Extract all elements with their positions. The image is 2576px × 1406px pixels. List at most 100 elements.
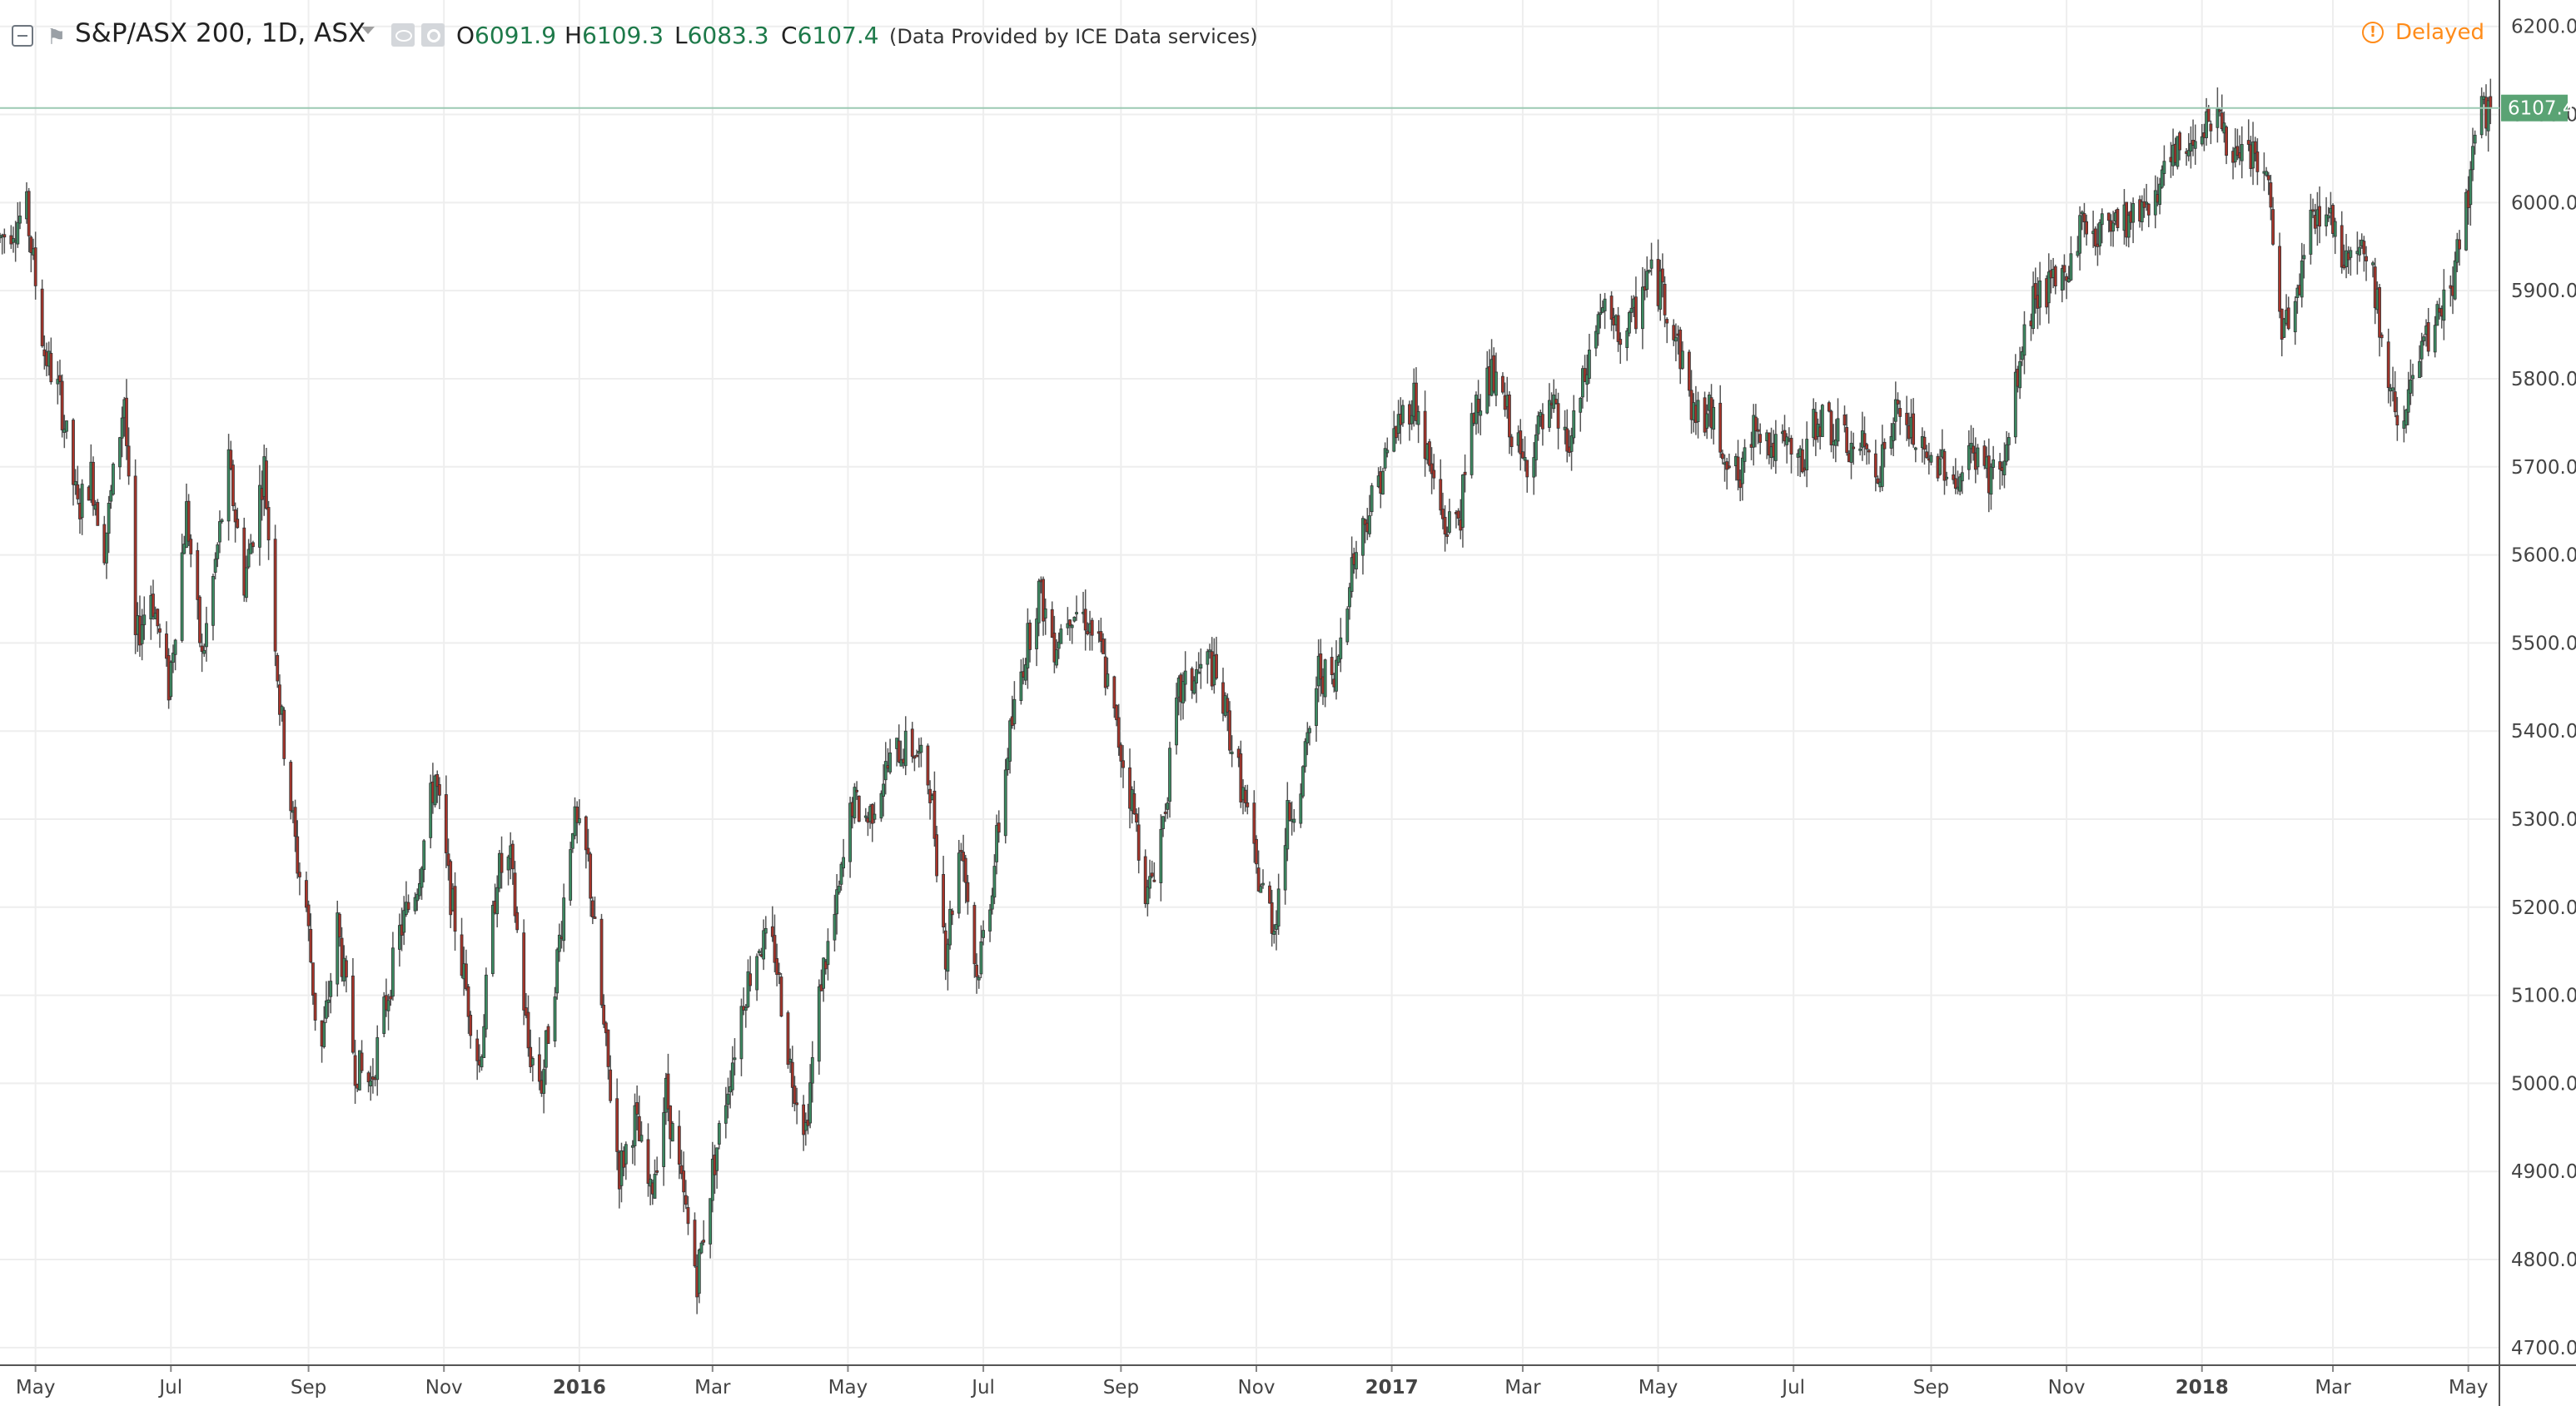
- candle-down: [1727, 465, 1731, 469]
- low-label: L: [674, 22, 688, 49]
- candle-up: [1945, 476, 1949, 479]
- x-tick-label: Mar: [694, 1377, 731, 1399]
- x-tick-label: May: [2449, 1377, 2489, 1399]
- candle-down: [1243, 789, 1247, 803]
- candle-up: [1645, 271, 1649, 291]
- candle-down: [1103, 656, 1107, 688]
- candle-up: [1059, 628, 1063, 644]
- candle-up: [413, 897, 417, 912]
- delayed-status[interactable]: ! Delayed: [2361, 20, 2484, 45]
- x-tick-label: Nov: [1238, 1377, 1276, 1399]
- candle-down: [296, 836, 300, 874]
- candle-up: [2038, 281, 2042, 308]
- last-price-label: 6107.4: [2508, 98, 2574, 120]
- candle-up: [1361, 518, 1365, 556]
- candle-up: [1192, 680, 1196, 694]
- candle-down: [635, 1102, 639, 1115]
- candle-up: [763, 927, 768, 934]
- candle-down: [2053, 266, 2057, 286]
- candle-down: [748, 973, 753, 986]
- time-axis[interactable]: May Jul Sep Nov 2016 Mar May Jul Sep Nov 2017 Mar Ma…: [0, 1364, 2576, 1399]
- price-axis[interactable]: 4700.0 4800.0 4900.0 5000.0 5100.0 5200.0 5300…: [2499, 0, 2576, 1406]
- candle-up: [826, 941, 830, 966]
- candle-down: [1736, 456, 1740, 481]
- candle-up: [1579, 398, 1583, 413]
- y-tick-label: 4800.0: [2511, 1250, 2576, 1271]
- candle-down: [684, 1195, 688, 1205]
- candle-up: [2176, 136, 2180, 167]
- candle-down: [2255, 152, 2260, 172]
- y-tick-label: 5900.0: [2511, 281, 2576, 302]
- candle-down: [1268, 885, 1271, 904]
- candle-up: [386, 1000, 390, 1011]
- candle-up: [2145, 201, 2148, 205]
- collapse-legend-button[interactable]: [12, 25, 33, 47]
- candle-down: [273, 539, 277, 652]
- symbol-title[interactable]: S&P/ASX 200, 1D, ASX: [75, 18, 366, 48]
- candle-down: [2266, 175, 2270, 181]
- candle-down: [186, 500, 191, 542]
- candle-down: [935, 834, 938, 877]
- candle-down: [1112, 676, 1116, 709]
- candle-down: [1121, 760, 1125, 768]
- gear-icon[interactable]: [421, 23, 445, 47]
- candle-down: [1789, 437, 1793, 455]
- candle-up: [1448, 511, 1451, 533]
- candle-up: [2453, 260, 2457, 300]
- candle-down: [779, 976, 783, 1017]
- candle-down: [1519, 430, 1523, 455]
- candle-down: [770, 926, 774, 937]
- candle-up: [1299, 793, 1303, 824]
- candle-up: [879, 792, 883, 819]
- candle-up: [140, 624, 144, 644]
- candle-down: [2271, 209, 2275, 245]
- candle-down: [2378, 286, 2381, 338]
- candle-up: [216, 544, 220, 559]
- candle-up: [957, 852, 961, 914]
- candle-up: [105, 532, 108, 564]
- candle-down: [1152, 879, 1156, 882]
- candle-up: [710, 1158, 714, 1201]
- candle-up: [1401, 405, 1405, 424]
- candle-up: [1673, 336, 1678, 342]
- eye-icon[interactable]: [391, 23, 415, 47]
- candle-up: [1075, 612, 1078, 614]
- candle-up: [1106, 673, 1110, 687]
- candle-up: [1494, 371, 1498, 396]
- candle-down: [962, 852, 965, 862]
- candle-down: [2386, 341, 2390, 389]
- candle-down: [1439, 479, 1443, 511]
- candle-up: [1603, 298, 1607, 311]
- candle-up: [873, 813, 877, 820]
- candle-up: [2479, 96, 2484, 136]
- candle-down: [589, 853, 593, 899]
- candle-down: [1876, 478, 1880, 484]
- candle-up: [2433, 325, 2437, 353]
- candle-up: [1146, 887, 1150, 905]
- candle-up: [172, 653, 175, 663]
- last-price: 6107.4: [0, 94, 2574, 122]
- warning-icon: !: [2361, 22, 2384, 43]
- candle-up: [1019, 671, 1023, 701]
- chevron-down-icon[interactable]: [361, 27, 375, 34]
- candle-down: [686, 1207, 690, 1225]
- x-tick-label: May: [1639, 1377, 1678, 1399]
- candle-down: [1119, 744, 1123, 762]
- candle-down: [515, 912, 520, 931]
- candle-up: [1181, 681, 1185, 703]
- candle-down: [306, 904, 311, 927]
- candle-up: [2251, 142, 2255, 169]
- candle-up: [490, 905, 495, 975]
- candle-up: [1647, 270, 1651, 272]
- candle-up: [1381, 470, 1385, 494]
- candle-down: [2246, 140, 2250, 145]
- candle-down: [437, 784, 441, 796]
- candle-down: [963, 857, 967, 883]
- flag-icon[interactable]: ⚑: [47, 25, 67, 50]
- candle-down: [2062, 265, 2066, 273]
- candle-down: [1068, 619, 1072, 626]
- candle-down: [133, 475, 137, 635]
- candle-down: [513, 872, 517, 917]
- candle-up: [619, 1150, 624, 1186]
